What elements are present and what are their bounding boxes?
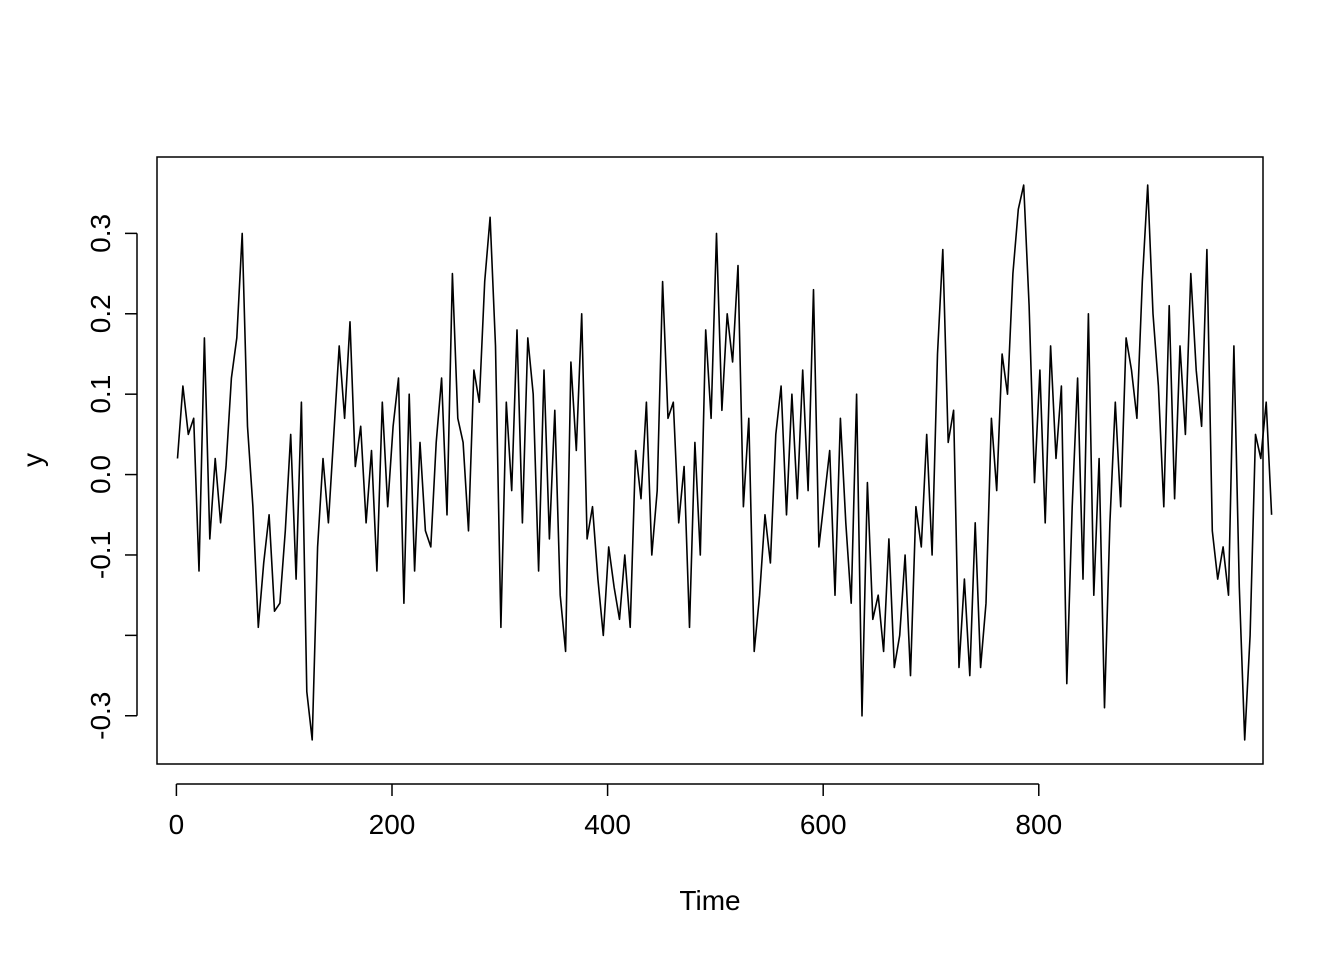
y-axis-title: y bbox=[17, 453, 48, 467]
plot-frame bbox=[156, 156, 1264, 765]
x-axis-title: Time bbox=[679, 885, 740, 916]
x-tick-label: 800 bbox=[1015, 809, 1062, 840]
y-axis: -0.3 -0.1 0.0 0.1 0.2 0.3 bbox=[85, 214, 138, 740]
y-tick-label: -0.3 bbox=[85, 692, 116, 740]
x-tick-label: 0 bbox=[169, 809, 185, 840]
y-tick-label: 0.0 bbox=[85, 455, 116, 494]
y-tick-label: 0.2 bbox=[85, 294, 116, 333]
y-tick-label: -0.1 bbox=[85, 531, 116, 579]
x-tick-label: 200 bbox=[369, 809, 416, 840]
y-tick-label: 0.3 bbox=[85, 214, 116, 253]
series-line bbox=[176, 184, 1273, 741]
x-tick-label: 600 bbox=[800, 809, 847, 840]
x-tick-label: 400 bbox=[584, 809, 631, 840]
y-tick-label: 0.1 bbox=[85, 375, 116, 414]
x-axis: 0 200 400 600 800 bbox=[169, 783, 1062, 840]
